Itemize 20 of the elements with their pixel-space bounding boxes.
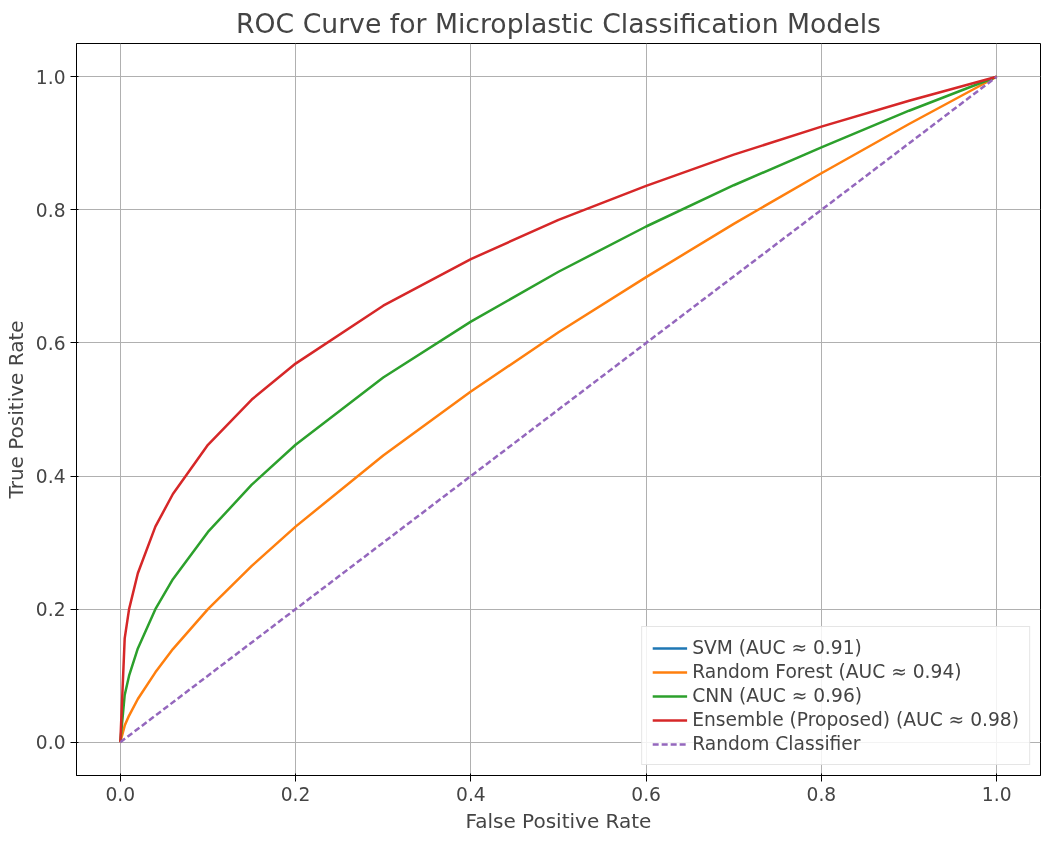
y-tick-label: 0.4 xyxy=(35,466,66,488)
x-tick-label: 0.2 xyxy=(280,783,311,805)
chart-title: ROC Curve for Microplastic Classification Models xyxy=(236,7,881,39)
y-tick-label: 1.0 xyxy=(35,66,66,88)
x-tick-label: 0.8 xyxy=(806,783,837,805)
legend-label: Random Forest (AUC ≈ 0.94) xyxy=(692,661,962,682)
x-tick-label: 1.0 xyxy=(981,783,1012,805)
x-tick-label: 0.4 xyxy=(456,783,486,805)
legend-label: Random Classifier xyxy=(692,733,861,754)
legend-label: SVM (AUC ≈ 0.91) xyxy=(692,637,862,658)
x-tick-label: 0.0 xyxy=(105,783,136,805)
legend-label: CNN (AUC ≈ 0.96) xyxy=(692,685,863,706)
x-axis-title: False Positive Rate xyxy=(465,808,652,833)
y-axis-title: True Positive Rate xyxy=(3,320,28,500)
y-tick-label: 0.0 xyxy=(35,732,66,754)
x-tick-label: 0.6 xyxy=(631,783,661,805)
y-tick-label: 0.8 xyxy=(35,199,66,221)
y-tick-label: 0.2 xyxy=(35,599,66,621)
y-tick-label: 0.6 xyxy=(35,332,66,354)
legend-label: Ensemble (Proposed) (AUC ≈ 0.98) xyxy=(692,709,1019,730)
